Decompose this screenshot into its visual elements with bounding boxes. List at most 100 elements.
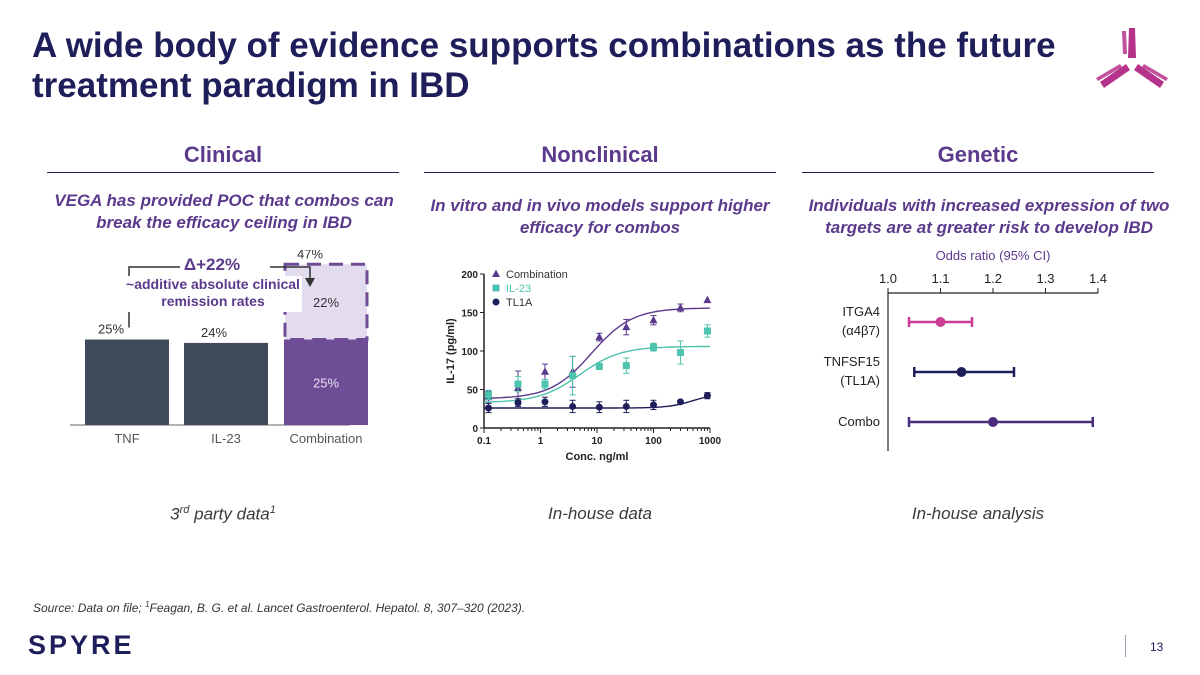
y-tick-label: 0 [472,424,478,435]
forest-row-label: TNFSF15 [824,354,880,369]
bar-combination [284,339,368,425]
x-tick-label: 1 [538,436,544,447]
nonclinical-subtitle: In vitro and in vivo models support high… [430,196,770,237]
data-point-tl1a [595,403,603,411]
delta-label: Δ+22% [184,255,240,274]
forest-row-sublabel: (TL1A) [840,373,880,388]
data-point-combination [676,303,685,311]
data-point-tl1a [703,392,711,400]
forest-title: Odds ratio (95% CI) [936,248,1051,263]
forest-row-label: Combo [838,414,880,429]
forest-estimate-point [935,317,946,327]
clinical-caption-text: party data [189,504,270,524]
clinical-subtitle: VEGA has provided POC that combos can br… [54,191,394,232]
data-point-combination [622,322,631,331]
source-citation: Feagan, B. G. et al. Lancet Gastroentero… [149,601,526,615]
data-point-il-23 [595,362,603,370]
clinical-divider [47,172,399,173]
y-tick-label: 150 [461,309,478,320]
odds-ratio-forest-plot: Odds ratio (95% CI) 1.0 1.1 1.2 1.3 1.4 ITGA4 (… [824,248,1107,451]
data-point-il-23 [484,391,492,399]
data-point-combination [595,332,604,341]
data-point-tl1a [676,398,684,406]
legend-label: IL-23 [506,283,531,295]
company-logo-icon [1096,28,1168,88]
nonclinical-caption: In-house data [548,504,652,523]
forest-x-tick-label: 1.4 [1089,271,1107,286]
data-point-il-23 [541,380,549,388]
bar-value-label: 25% [313,375,339,390]
annotation-bg [122,276,302,312]
forest-x-tick-label: 1.3 [1036,271,1054,286]
genetic-caption: In-house analysis [911,504,1045,523]
forest-row-sublabel: (α4β7) [842,323,880,338]
clinical-caption-footnote: 1 [269,504,276,516]
source-note: Source: Data on file; 1Feagan, B. G. et … [33,600,525,615]
nonclinical-heading: Nonclinical [541,142,659,167]
delta-label-bg [180,254,270,276]
data-point-tl1a [622,402,630,410]
data-point-combination [540,367,549,375]
data-point-tl1a [541,398,549,406]
legend-marker-tl1a [492,298,500,306]
nonclinical-divider [424,172,776,173]
data-point-il-23 [569,372,577,380]
genetic-divider [802,172,1154,173]
bar-category-label: IL-23 [211,431,241,446]
forest-x-tick-label: 1.0 [879,271,897,286]
y-tick-label: 50 [467,386,479,397]
dose-response-chart: 0 50 100 150 200 0.1 1 10 100 1000 Conc. ng/ml IL-1… [445,269,722,463]
source-footnote-mark: 1 [145,600,150,609]
bar-il-23 [184,342,268,425]
data-point-tl1a [650,401,657,409]
data-point-il-23 [676,349,684,357]
clinical-caption: 3rd party data1 [47,504,399,525]
data-point-combination [703,295,712,304]
data-point-tl1a [514,399,522,407]
genetic-heading: Genetic [937,142,1019,167]
page-title: A wide body of evidence supports combina… [32,26,1056,105]
source-prefix: Source: Data on file; [33,601,146,615]
data-point-il-23 [650,343,657,351]
bar-tnf [85,339,169,425]
data-point-tl1a [569,402,577,410]
forest-row-label: ITGA4 [842,304,880,319]
bar-value-label: 24% [201,325,227,340]
clinical-bar-chart: TNF 25% IL-23 24% Combination 25% 22% 47% Δ+22% ~… [70,250,369,446]
x-tick-label: 0.1 [477,436,491,447]
bar-additive-label: 22% [313,295,339,310]
legend-marker-combination [492,269,500,277]
y-tick-label: 100 [461,347,478,358]
data-point-tl1a [484,404,492,412]
x-tick-label: 10 [591,436,603,447]
delta-bracket-arrow [305,278,315,287]
bar-category-label: TNF [114,431,139,446]
legend-marker-il-23 [492,284,500,292]
x-tick-label: 1000 [699,436,722,447]
forest-x-tick-label: 1.1 [931,271,949,286]
forest-x-tick-label: 1.2 [984,271,1002,286]
genetic-subtitle: Individuals with increased expression of… [808,196,1170,237]
clinical-heading: Clinical [183,142,263,167]
data-point-il-23 [514,380,522,388]
bar-value-label: 25% [98,322,124,337]
legend-label: TL1A [506,297,533,309]
footer-divider [1125,635,1126,657]
x-axis-label: Conc. ng/ml [566,451,629,463]
x-tick-label: 100 [645,436,662,447]
bar-total-label: 47% [297,250,323,261]
fit-curve-combination [483,307,710,399]
page-number: 13 [1150,640,1164,654]
annotation-line-2: remission rates [161,293,265,309]
y-tick-label: 200 [461,270,478,281]
legend-label: Combination [506,269,568,281]
forest-estimate-point [988,417,998,427]
data-point-il-23 [622,362,630,370]
forest-estimate-point [956,367,967,377]
brand-logo: SPYRE [28,630,135,660]
annotation-line-1: ~additive absolute clinical [126,276,300,292]
data-point-il-23 [703,327,711,335]
clinical-caption-number: 3 [170,504,180,524]
clinical-caption-ordinal: rd [179,504,190,516]
bar-category-label: Combination [290,431,363,446]
